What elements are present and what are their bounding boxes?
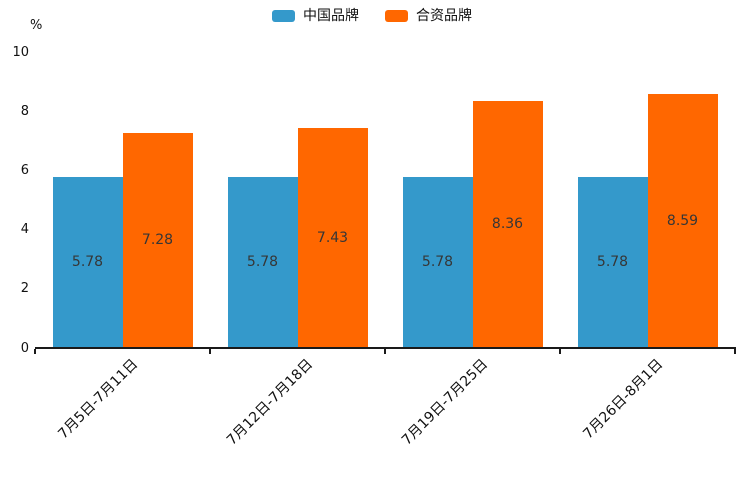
y-tick-label: 2 <box>20 281 29 297</box>
x-axis-tick <box>34 349 36 354</box>
legend: 中国品牌 合资品牌 <box>0 6 744 26</box>
x-tick-label: 7月12日-7月18日 <box>223 356 317 449</box>
y-axis-unit-label: % <box>30 18 43 33</box>
bar-value-label: 8.59 <box>666 212 699 229</box>
bar <box>52 176 123 348</box>
bar <box>577 176 648 348</box>
legend-item-series-0: 中国品牌 <box>272 9 359 23</box>
legend-label-series-1: 合资品牌 <box>416 8 472 24</box>
x-tick-label: 7月26日-8月1日 <box>580 356 667 443</box>
bar-value-label: 5.78 <box>596 254 629 271</box>
x-axis-tick <box>734 349 736 354</box>
bar <box>122 132 193 348</box>
bar <box>472 100 543 348</box>
bar-value-label: 7.43 <box>316 230 349 247</box>
y-tick-label: 6 <box>20 162 29 178</box>
x-axis-tick <box>209 349 211 354</box>
y-tick-label: 10 <box>12 44 29 60</box>
bar <box>227 176 298 348</box>
x-tick-label: 7月19日-7月25日 <box>398 356 492 449</box>
bar-value-label: 5.78 <box>246 254 279 271</box>
x-axis-tick <box>384 349 386 354</box>
x-axis-line <box>35 347 736 349</box>
y-tick-label: 4 <box>20 222 29 238</box>
y-tick-label: 0 <box>20 340 29 356</box>
legend-label-series-0: 中国品牌 <box>303 8 359 24</box>
bar-value-label: 8.36 <box>491 216 524 233</box>
bar-value-label: 7.28 <box>141 232 174 249</box>
bar-value-label: 5.78 <box>421 254 454 271</box>
bar <box>402 176 473 348</box>
bar <box>647 93 718 348</box>
x-axis-tick <box>559 349 561 354</box>
legend-swatch-series-0 <box>272 10 295 22</box>
y-tick-label: 8 <box>20 103 29 119</box>
bar <box>297 128 368 348</box>
x-tick-label: 7月5日-7月11日 <box>55 356 142 443</box>
legend-item-series-1: 合资品牌 <box>385 9 472 23</box>
bar-value-label: 5.78 <box>71 254 104 271</box>
legend-swatch-series-1 <box>385 10 408 22</box>
